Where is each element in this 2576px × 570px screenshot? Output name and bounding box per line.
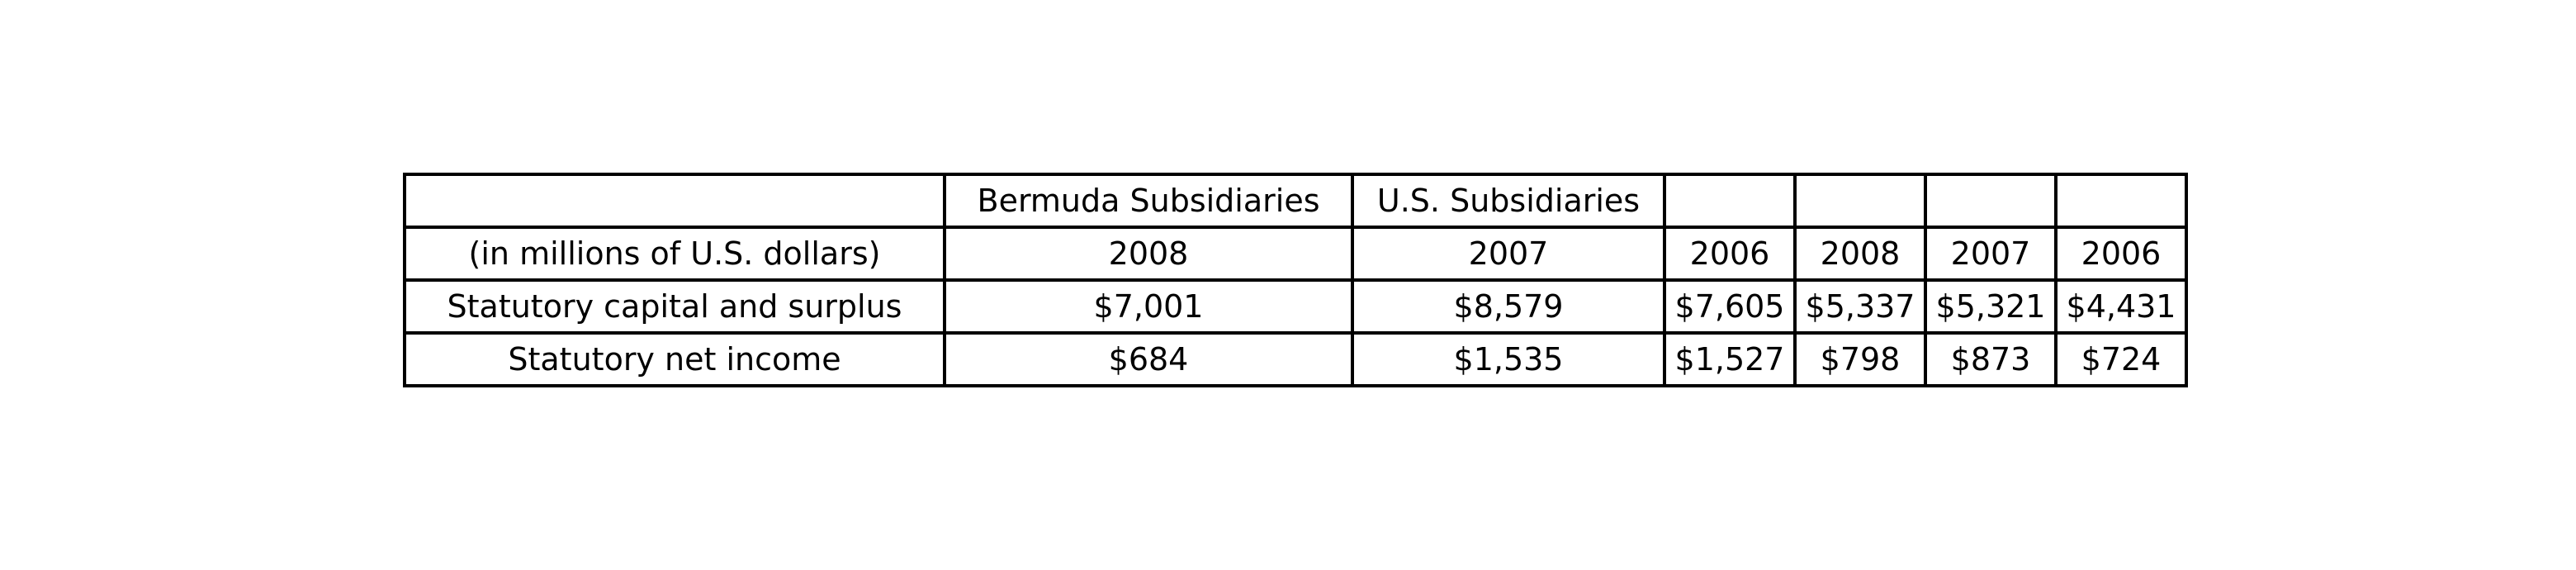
table-cell: $684	[943, 331, 1354, 387]
table-cell: $4,431	[2054, 278, 2188, 335]
header-group-us-subsidiaries: U.S. Subsidiaries	[1351, 173, 1666, 229]
table-row: Statutory capital and surplus $7,001 $8,…	[403, 278, 2188, 335]
year-header-cell: 2006	[2054, 226, 2188, 282]
table-cell: $8,579	[1351, 278, 1666, 335]
header-group-cell	[1663, 173, 1797, 229]
table-cell: $1,527	[1663, 331, 1797, 387]
table-header-year-row: (in millions of U.S. dollars) 2008 2007 …	[403, 226, 2188, 282]
table-cell: $5,337	[1793, 278, 1927, 335]
table-header-group-row: Bermuda Subsidiaries U.S. Subsidiaries	[403, 173, 2188, 229]
table-row: Statutory net income $684 $1,535 $1,527 …	[403, 331, 2188, 387]
table-cell: $7,605	[1663, 278, 1797, 335]
table-cell: $873	[1924, 331, 2057, 387]
table-cell: $798	[1793, 331, 1927, 387]
table-cell: $5,321	[1924, 278, 2057, 335]
year-header-cell: 2008	[943, 226, 1354, 282]
header-group-cell	[1924, 173, 2057, 229]
year-header-cell: 2008	[1793, 226, 1927, 282]
table-cell: $724	[2054, 331, 2188, 387]
row-label: Statutory net income	[403, 331, 946, 387]
statutory-financials-table: Bermuda Subsidiaries U.S. Subsidiaries (…	[403, 173, 2188, 387]
table-cell: $7,001	[943, 278, 1354, 335]
header-group-cell	[1793, 173, 1927, 229]
row-label: Statutory capital and surplus	[403, 278, 946, 335]
year-header-cell: 2006	[1663, 226, 1797, 282]
year-header-cell: 2007	[1924, 226, 2057, 282]
header-group-bermuda-subsidiaries: Bermuda Subsidiaries	[943, 173, 1354, 229]
header-group-cell	[2054, 173, 2188, 229]
year-header-cell: 2007	[1351, 226, 1666, 282]
table-cell: $1,535	[1351, 331, 1666, 387]
units-label: (in millions of U.S. dollars)	[403, 226, 946, 282]
header-group-cell	[403, 173, 946, 229]
